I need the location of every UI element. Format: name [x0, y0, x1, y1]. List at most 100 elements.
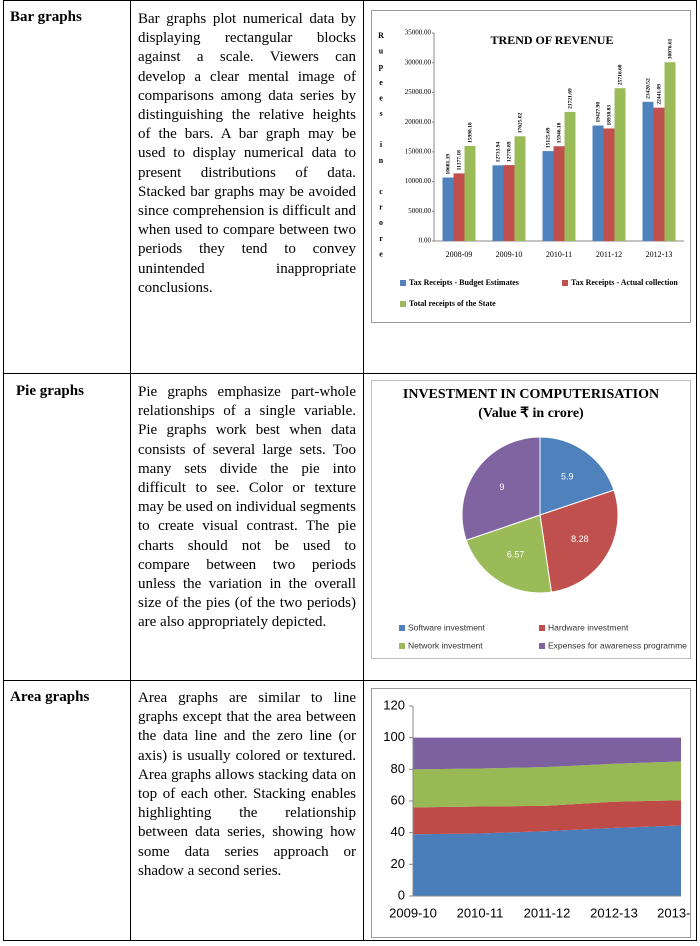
- data-label: 22441.09: [656, 84, 662, 105]
- chart-frame: [371, 688, 691, 938]
- y-tick-label: 15000.00: [405, 147, 432, 155]
- bar: [642, 101, 654, 242]
- chart-title: TREND OF REVENUE: [491, 33, 614, 47]
- data-label: 25716.60: [617, 64, 623, 85]
- chart-frame: [371, 380, 691, 659]
- border: [3, 680, 697, 681]
- row-description: Pie graphs emphasize part-whole relation…: [138, 384, 356, 631]
- data-label: 17625.02: [517, 112, 523, 133]
- data-label: 12733.94: [495, 141, 501, 162]
- bar-chart: Rupees in crore 0.00 5000.00 10000.00 15000.…: [377, 29, 684, 308]
- y-tick-label: 40: [391, 824, 405, 839]
- legend-swatch: [539, 625, 545, 631]
- x-tick-label: 2009-10: [389, 905, 437, 920]
- data-label: 23420.52: [645, 78, 651, 99]
- x-tick-label: 2012-13: [590, 905, 638, 920]
- legend-label: Expenses for awareness programme: [548, 640, 687, 650]
- legend-label: Tax Receipts - Actual collection: [571, 278, 678, 287]
- x-tick-label: 2008-09: [446, 250, 473, 259]
- legend-swatch: [400, 301, 406, 307]
- border: [696, 0, 697, 941]
- y-tick-label: 60: [391, 792, 405, 807]
- x-tick-label: 2009-10: [496, 250, 523, 259]
- y-axis-label: Rupees in crore: [377, 31, 386, 265]
- y-tick-label: 20: [391, 856, 405, 871]
- y-tick-label: 0.00: [419, 237, 432, 245]
- bar: [503, 165, 515, 241]
- border: [3, 0, 4, 941]
- y-tick-label: 30000.00: [405, 58, 432, 66]
- legend-label: Network investment: [408, 640, 483, 650]
- area: [413, 800, 681, 835]
- data-label: 9: [499, 482, 504, 492]
- row-description: Area graphs are similar to line graphs e…: [138, 690, 356, 879]
- bar: [553, 146, 565, 241]
- bar: [564, 111, 576, 241]
- border: [3, 0, 697, 1]
- legend-label: Hardware investment: [548, 622, 629, 632]
- bar: [603, 128, 615, 241]
- legend-swatch: [539, 643, 545, 649]
- data-label: 19427.90: [595, 102, 601, 123]
- y-tick-label: 20000.00: [405, 118, 432, 126]
- data-label: 12770.89: [506, 141, 512, 162]
- y-tick-label: 35000.00: [405, 29, 432, 37]
- legend-swatch: [399, 643, 405, 649]
- area: [413, 737, 681, 770]
- data-label: 6.57: [507, 549, 525, 559]
- pie-chart: INVESTMENT IN COMPUTERISATION (Value ₹ in…: [399, 387, 687, 650]
- chart-title: INVESTMENT IN COMPUTERISATION: [403, 387, 659, 402]
- chart-subtitle: (Value ₹ in crore): [478, 406, 584, 421]
- legend-label: Software investment: [408, 622, 486, 632]
- area: [413, 761, 681, 808]
- pie-slice: [465, 514, 552, 594]
- data-label: 30076.61: [667, 38, 673, 59]
- legend-label: Tax Receipts - Budget Estimates: [409, 278, 519, 287]
- data-label: 8.28: [571, 534, 589, 544]
- row-name: Pie graphs: [16, 383, 84, 399]
- area-chart: 0 20 40 60 80 100 120 2009-10 2010-11 2011-12 2012…: [383, 697, 690, 920]
- row-name: Area graphs: [10, 689, 90, 705]
- row-name: Bar graphs: [10, 9, 82, 25]
- y-tick-label: 100: [383, 729, 405, 744]
- y-tick-label: 0: [398, 887, 405, 902]
- border: [3, 940, 697, 941]
- bar: [492, 165, 504, 241]
- border: [363, 0, 364, 941]
- data-label: 5.9: [561, 471, 574, 481]
- bar: [542, 151, 554, 241]
- bar: [514, 136, 526, 241]
- y-tick-label: 80: [391, 761, 405, 776]
- legend-swatch: [400, 280, 406, 286]
- border: [130, 0, 131, 941]
- bar: [653, 107, 665, 242]
- x-tick-label: 2011-12: [596, 250, 622, 259]
- chart-frame: [371, 10, 691, 323]
- pie-slice: [539, 489, 619, 593]
- bar: [464, 145, 476, 241]
- border: [3, 373, 697, 374]
- x-tick-label: 2011-12: [524, 905, 571, 920]
- data-label: 10681.39: [445, 154, 451, 175]
- x-tick-label: 2010-11: [457, 905, 504, 920]
- y-tick-label: 5000.00: [408, 207, 431, 215]
- y-tick-label: 25000.00: [405, 88, 432, 96]
- y-tick-label: 120: [383, 697, 405, 712]
- data-label: 11377.18: [456, 150, 462, 171]
- bar: [592, 125, 604, 241]
- bar: [614, 88, 626, 241]
- data-label: 18938.83: [606, 105, 612, 126]
- x-tick-label: 2010-11: [546, 250, 572, 259]
- bar: [442, 177, 454, 241]
- data-label: 21721.69: [567, 88, 573, 109]
- x-tick-label: 2012-13: [646, 250, 673, 259]
- legend-swatch: [562, 280, 568, 286]
- pie-slice: [461, 436, 541, 541]
- legend-label: Total receipts of the State: [409, 299, 496, 308]
- area: [413, 825, 681, 896]
- row-description: Bar graphs plot numerical data by displa…: [138, 11, 356, 296]
- x-tick-label: 2013-14: [657, 905, 690, 920]
- legend-swatch: [399, 625, 405, 631]
- y-tick-label: 10000.00: [405, 177, 432, 185]
